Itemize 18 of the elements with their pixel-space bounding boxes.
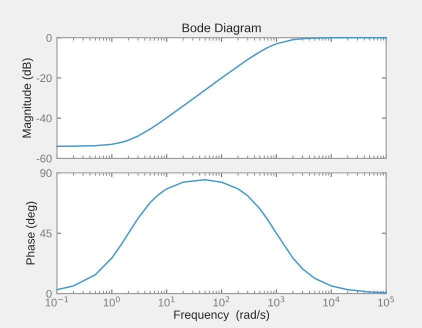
y-tick-label: 45	[40, 230, 52, 238]
y-axis-title: Phase (deg)	[26, 202, 37, 264]
x-tick-label: 10$^{0}$	[104, 296, 120, 306]
x-axis-title: Frequency (rad/s)	[174, 310, 270, 322]
y-tick-label: -60	[36, 154, 52, 163]
y-axis-title: Magnitude (dB)	[22, 58, 34, 138]
x-tick-label: 10$^{5}$	[378, 296, 394, 307]
y-tick-label: 0	[46, 290, 52, 298]
x-tick-label: 10$^{4}$	[323, 296, 340, 307]
y-tick-label: -40	[36, 114, 52, 122]
chart-title: Bode Diagram	[182, 23, 261, 35]
y-tick-label: 0	[46, 34, 52, 42]
y-tick-label: -20	[36, 74, 52, 82]
x-tick-label: 10$^{1}$	[158, 296, 174, 307]
x-tick-label: 10$^{−1}$	[46, 296, 68, 307]
x-tick-label: 10$^{2}$	[214, 296, 230, 306]
y-tick-label: 90	[40, 169, 52, 178]
x-tick-label: 10$^{3}$	[268, 296, 284, 306]
